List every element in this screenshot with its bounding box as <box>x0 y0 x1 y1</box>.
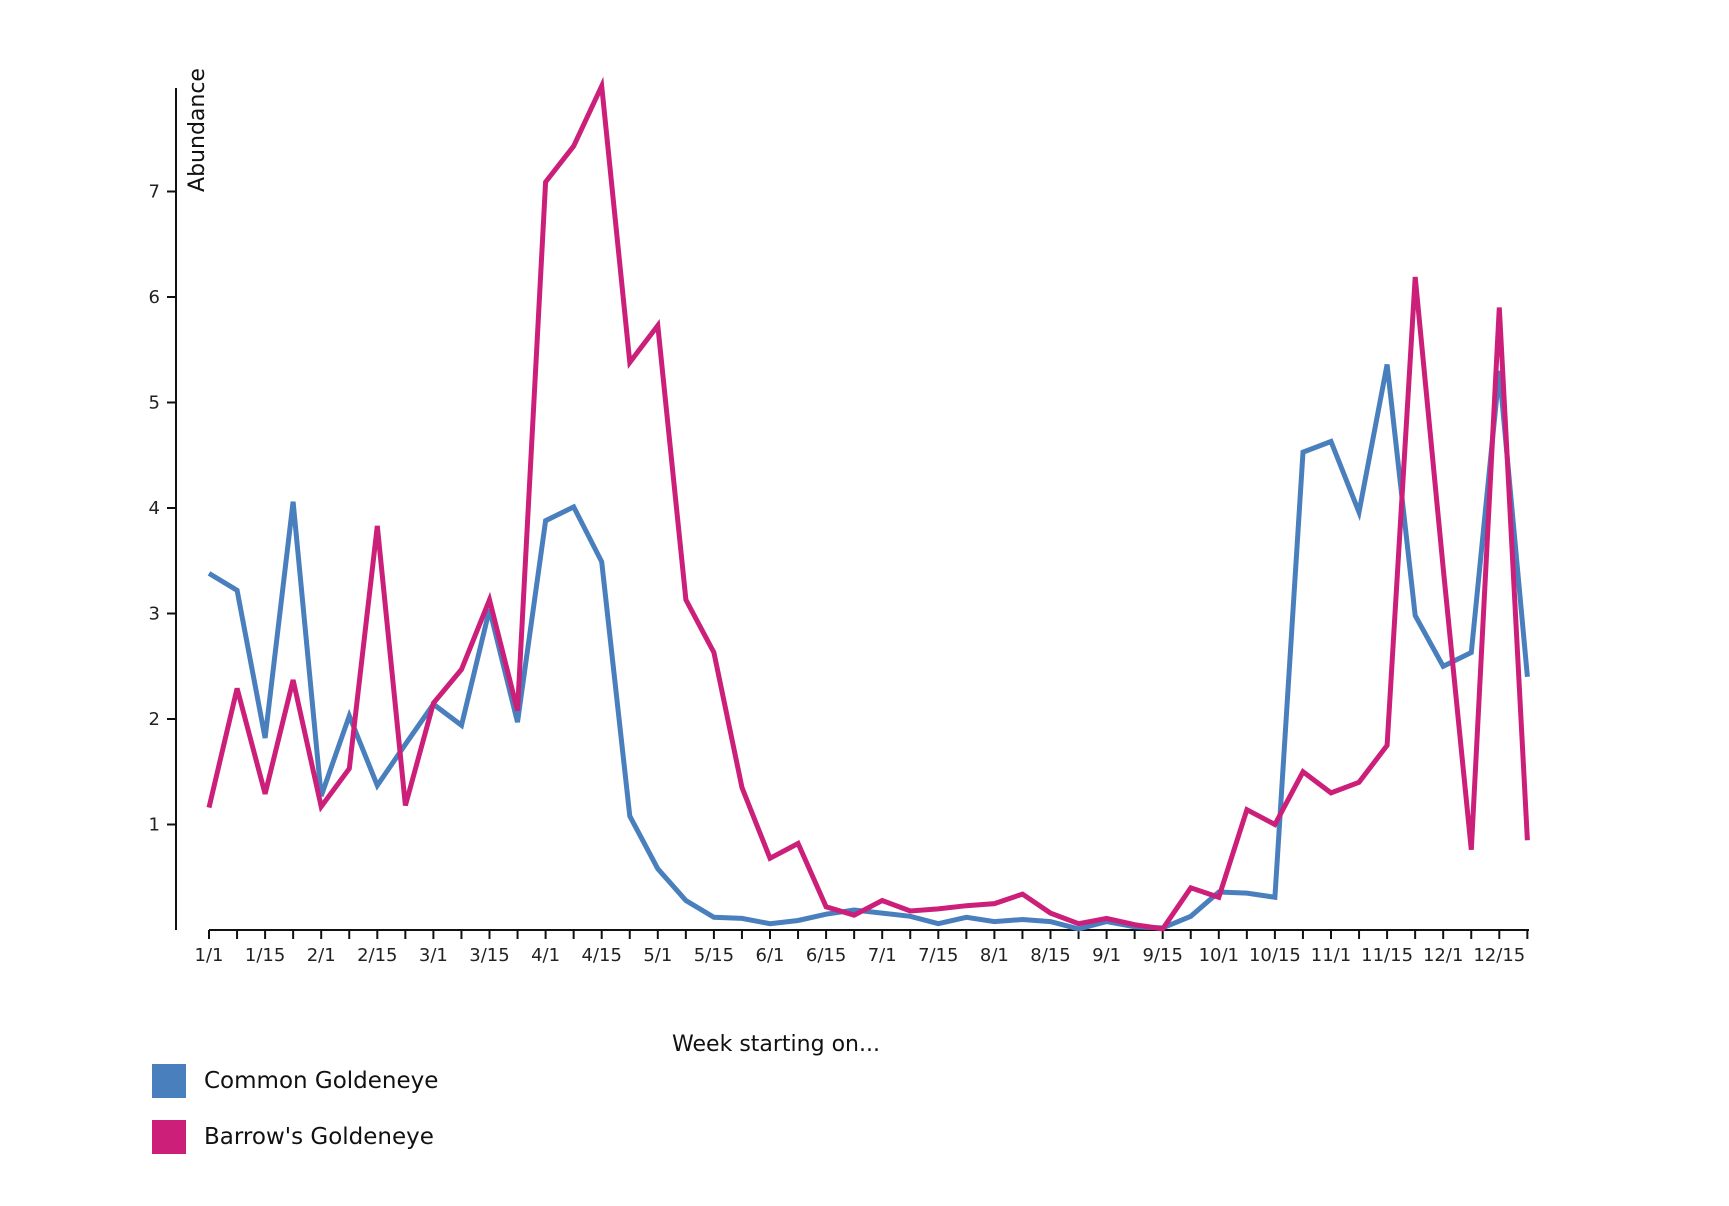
legend-item-barrows-goldeneye[interactable]: Barrow's Goldeneye <box>152 1119 438 1155</box>
x-tick-label: 5/15 <box>694 945 734 966</box>
x-tick-label: 7/15 <box>918 945 958 966</box>
series-lines <box>206 76 1530 932</box>
x-tick-label: 9/15 <box>1142 945 1182 966</box>
x-tick-label: 9/1 <box>1092 945 1121 966</box>
legend-label: Common Goldeneye <box>204 1068 439 1094</box>
y-axis-title: Abundance <box>185 68 210 192</box>
x-tick-label: 3/1 <box>419 945 448 966</box>
x-tick-label: 2/15 <box>357 945 397 966</box>
x-tick-label: 10/1 <box>1199 945 1239 966</box>
series-line-barrow-s-goldeneye <box>206 76 1530 932</box>
x-tick-label: 1/1 <box>195 945 224 966</box>
legend-label: Barrow's Goldeneye <box>204 1124 434 1150</box>
y-tick-label: 3 <box>149 604 160 625</box>
x-tick-label: 4/1 <box>531 945 560 966</box>
x-tick-label: 6/1 <box>756 945 785 966</box>
x-tick-label: 11/1 <box>1311 945 1351 966</box>
legend-item-common-goldeneye[interactable]: Common Goldeneye <box>152 1063 438 1099</box>
x-tick-label: 10/15 <box>1249 945 1301 966</box>
legend-swatch-common-goldeneye <box>152 1064 186 1098</box>
x-tick-label: 12/15 <box>1473 945 1525 966</box>
series-line-common-goldeneye <box>207 364 1530 932</box>
x-tick-label: 8/1 <box>980 945 1009 966</box>
y-axis-ticks: 1 2 3 4 5 6 7 <box>149 182 176 836</box>
legend: Common Goldeneye Barrow's Goldeneye <box>152 1063 438 1175</box>
x-tick-label: 8/15 <box>1030 945 1070 966</box>
x-axis-ticks: 1/1 1/15 2/1 2/15 3/1 3/15 4/1 4/15 5/1 5/15 6/1 6/… <box>195 930 1529 966</box>
y-tick-label: 5 <box>149 393 160 414</box>
y-tick-label: 6 <box>149 287 160 308</box>
x-tick-label: 11/15 <box>1361 945 1413 966</box>
x-tick-label: 7/1 <box>868 945 897 966</box>
x-tick-label: 4/15 <box>581 945 621 966</box>
y-tick-label: 7 <box>149 182 160 203</box>
y-tick-label: 1 <box>149 815 160 836</box>
x-tick-label: 1/15 <box>245 945 285 966</box>
x-tick-label: 5/1 <box>643 945 672 966</box>
legend-swatch-barrows-goldeneye <box>152 1120 186 1154</box>
x-tick-label: 12/1 <box>1423 945 1463 966</box>
y-tick-label: 2 <box>149 709 160 730</box>
x-axis-title: Week starting on... <box>672 1032 880 1057</box>
y-tick-label: 4 <box>149 498 160 519</box>
x-tick-label: 3/15 <box>469 945 509 966</box>
x-tick-label: 2/1 <box>307 945 336 966</box>
x-tick-label: 6/15 <box>806 945 846 966</box>
